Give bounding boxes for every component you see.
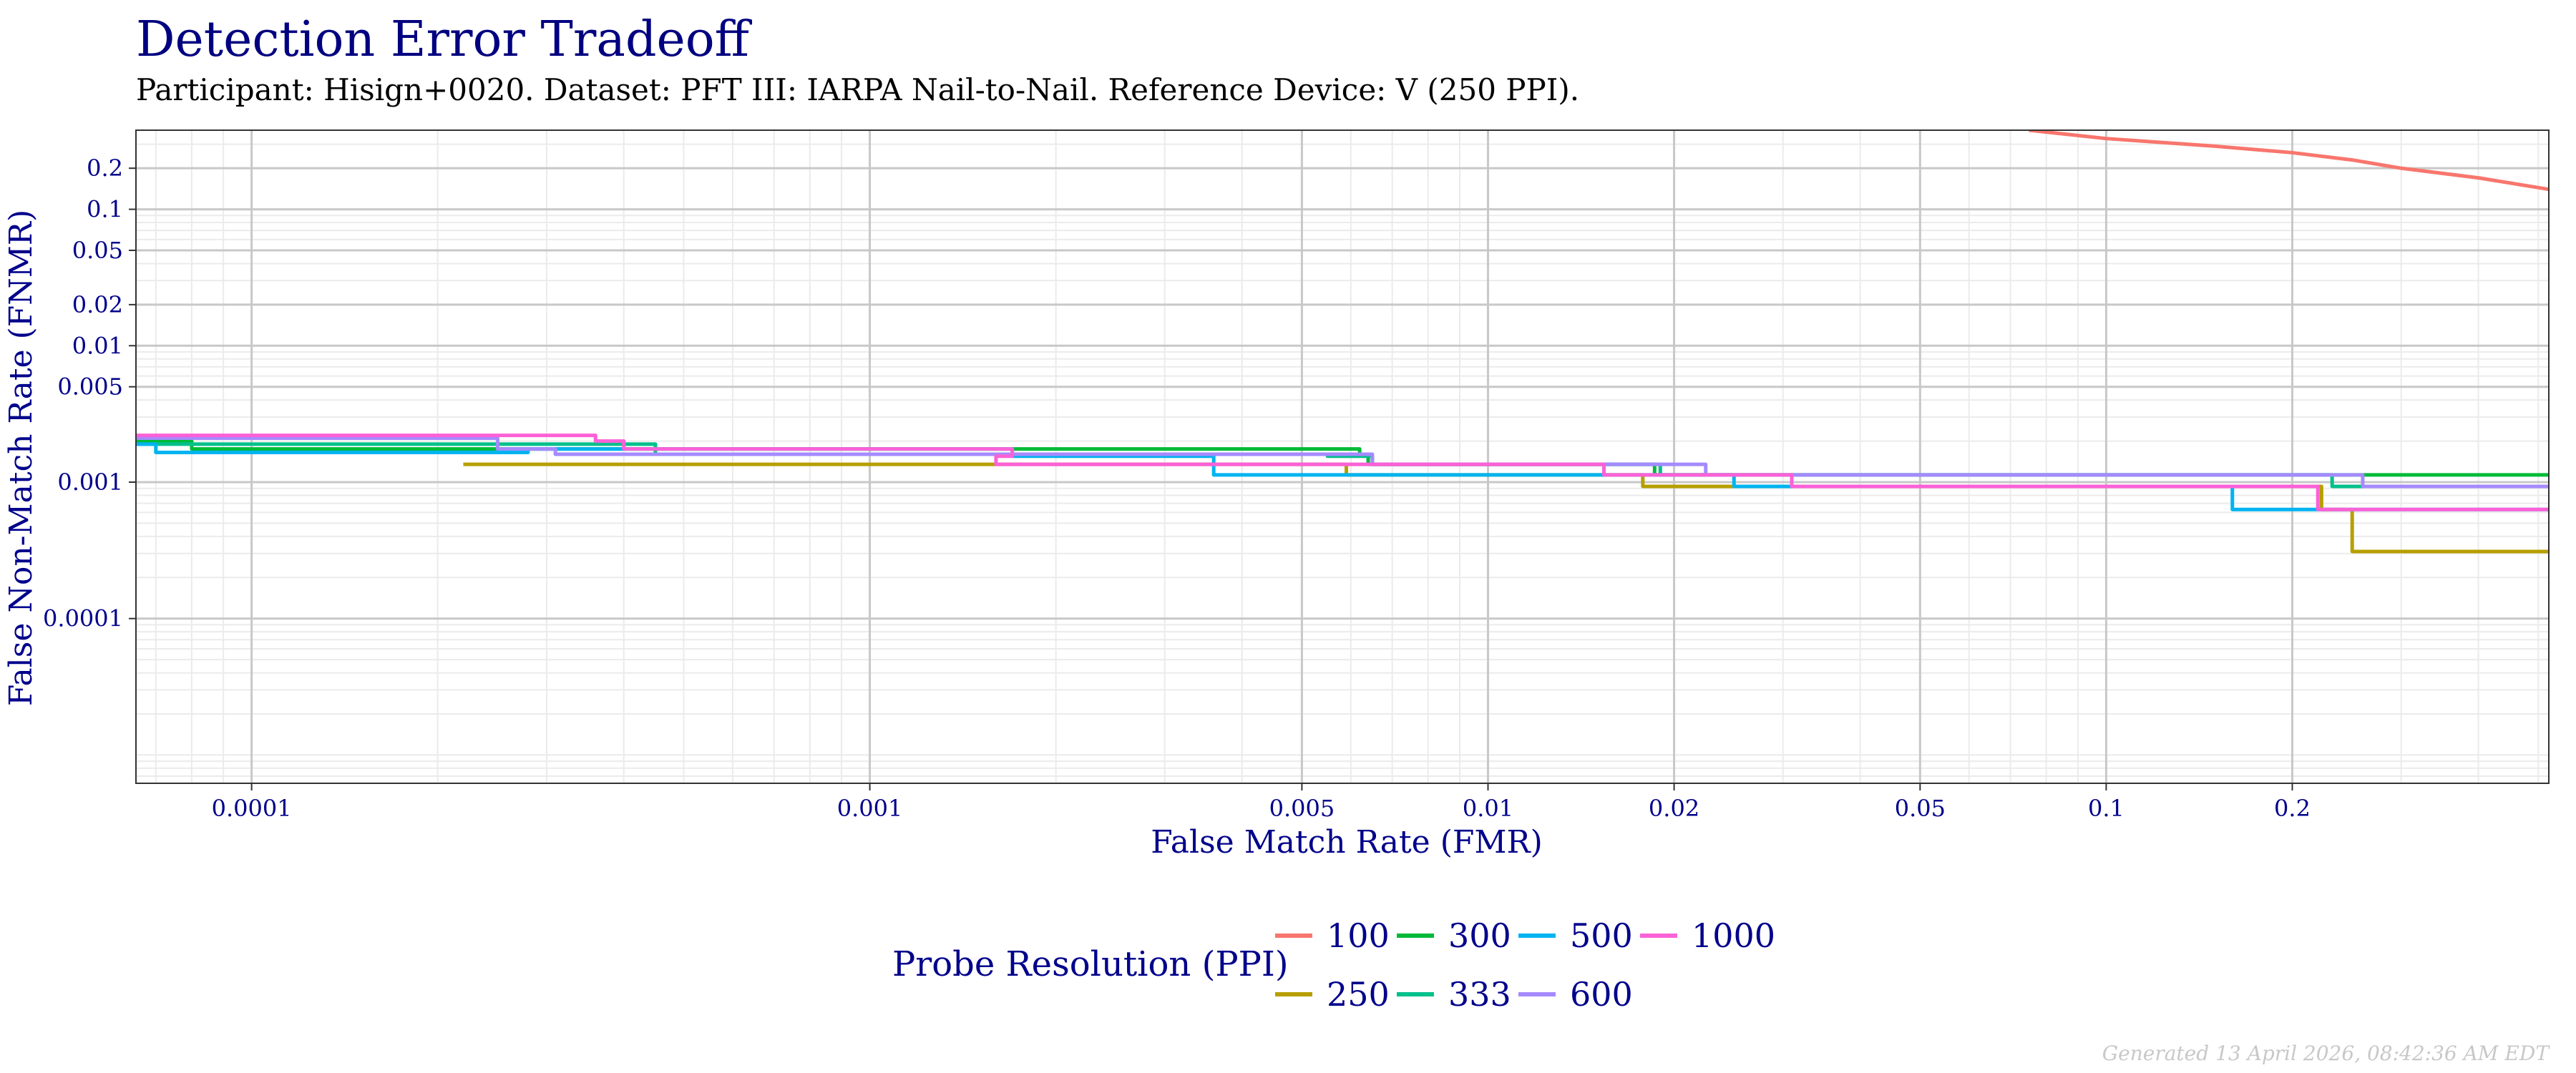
legend-title: Probe Resolution (PPI) <box>892 944 1289 984</box>
series-line-100 <box>2029 130 2549 192</box>
legend-label-250: 250 <box>1327 975 1390 1014</box>
series-layer <box>136 130 2549 554</box>
legend-label-300: 300 <box>1448 916 1511 955</box>
x-tick-label: 0.02 <box>1649 795 1699 822</box>
y-axis-title: False Non-Match Rate (FNMR) <box>3 210 39 706</box>
x-tick-label: 0.05 <box>1895 795 1946 822</box>
axis-ticks: 0.0001 0.001 0.005 0.01 0.02 0.05 0.1 0.2 0.2 0.1… <box>43 155 2311 822</box>
legend-label-1000: 1000 <box>1692 916 1775 955</box>
x-tick-label: 0.0001 <box>212 795 292 822</box>
x-tick-label: 0.005 <box>1269 795 1335 822</box>
series-line-1000 <box>136 433 2549 511</box>
plot-border <box>135 129 2550 784</box>
y-tick-label: 0.001 <box>57 469 123 496</box>
y-tick-label: 0.02 <box>72 291 123 318</box>
plot-grid <box>136 130 2549 783</box>
x-tick-label: 0.001 <box>837 795 903 822</box>
chart-title: Detection Error Tradeoff <box>136 11 753 68</box>
series-line-600 <box>136 436 2549 489</box>
legend-label-600: 600 <box>1570 975 1633 1014</box>
legend: Probe Resolution (PPI) 100 250 300 333 500 60… <box>892 916 1775 1014</box>
x-tick-label: 0.2 <box>2274 795 2311 822</box>
generated-timestamp: Generated 13 April 2026, 08:42:36 AM EDT <box>2102 1042 2551 1065</box>
y-tick-label: 0.2 <box>87 155 123 182</box>
legend-label-500: 500 <box>1570 916 1633 955</box>
y-tick-label: 0.1 <box>87 196 123 223</box>
y-tick-label: 0.005 <box>57 373 123 401</box>
x-tick-label: 0.01 <box>1463 795 1513 822</box>
x-axis-title: False Match Rate (FMR) <box>1151 824 1543 861</box>
x-tick-label: 0.1 <box>2088 795 2124 822</box>
y-tick-label: 0.01 <box>72 332 123 359</box>
legend-label-100: 100 <box>1327 916 1390 955</box>
y-tick-label: 0.0001 <box>43 605 123 632</box>
y-tick-label: 0.05 <box>72 237 123 264</box>
chart-subtitle: Participant: Hisign+0020. Dataset: PFT I… <box>136 72 1579 107</box>
legend-label-333: 333 <box>1448 975 1511 1014</box>
